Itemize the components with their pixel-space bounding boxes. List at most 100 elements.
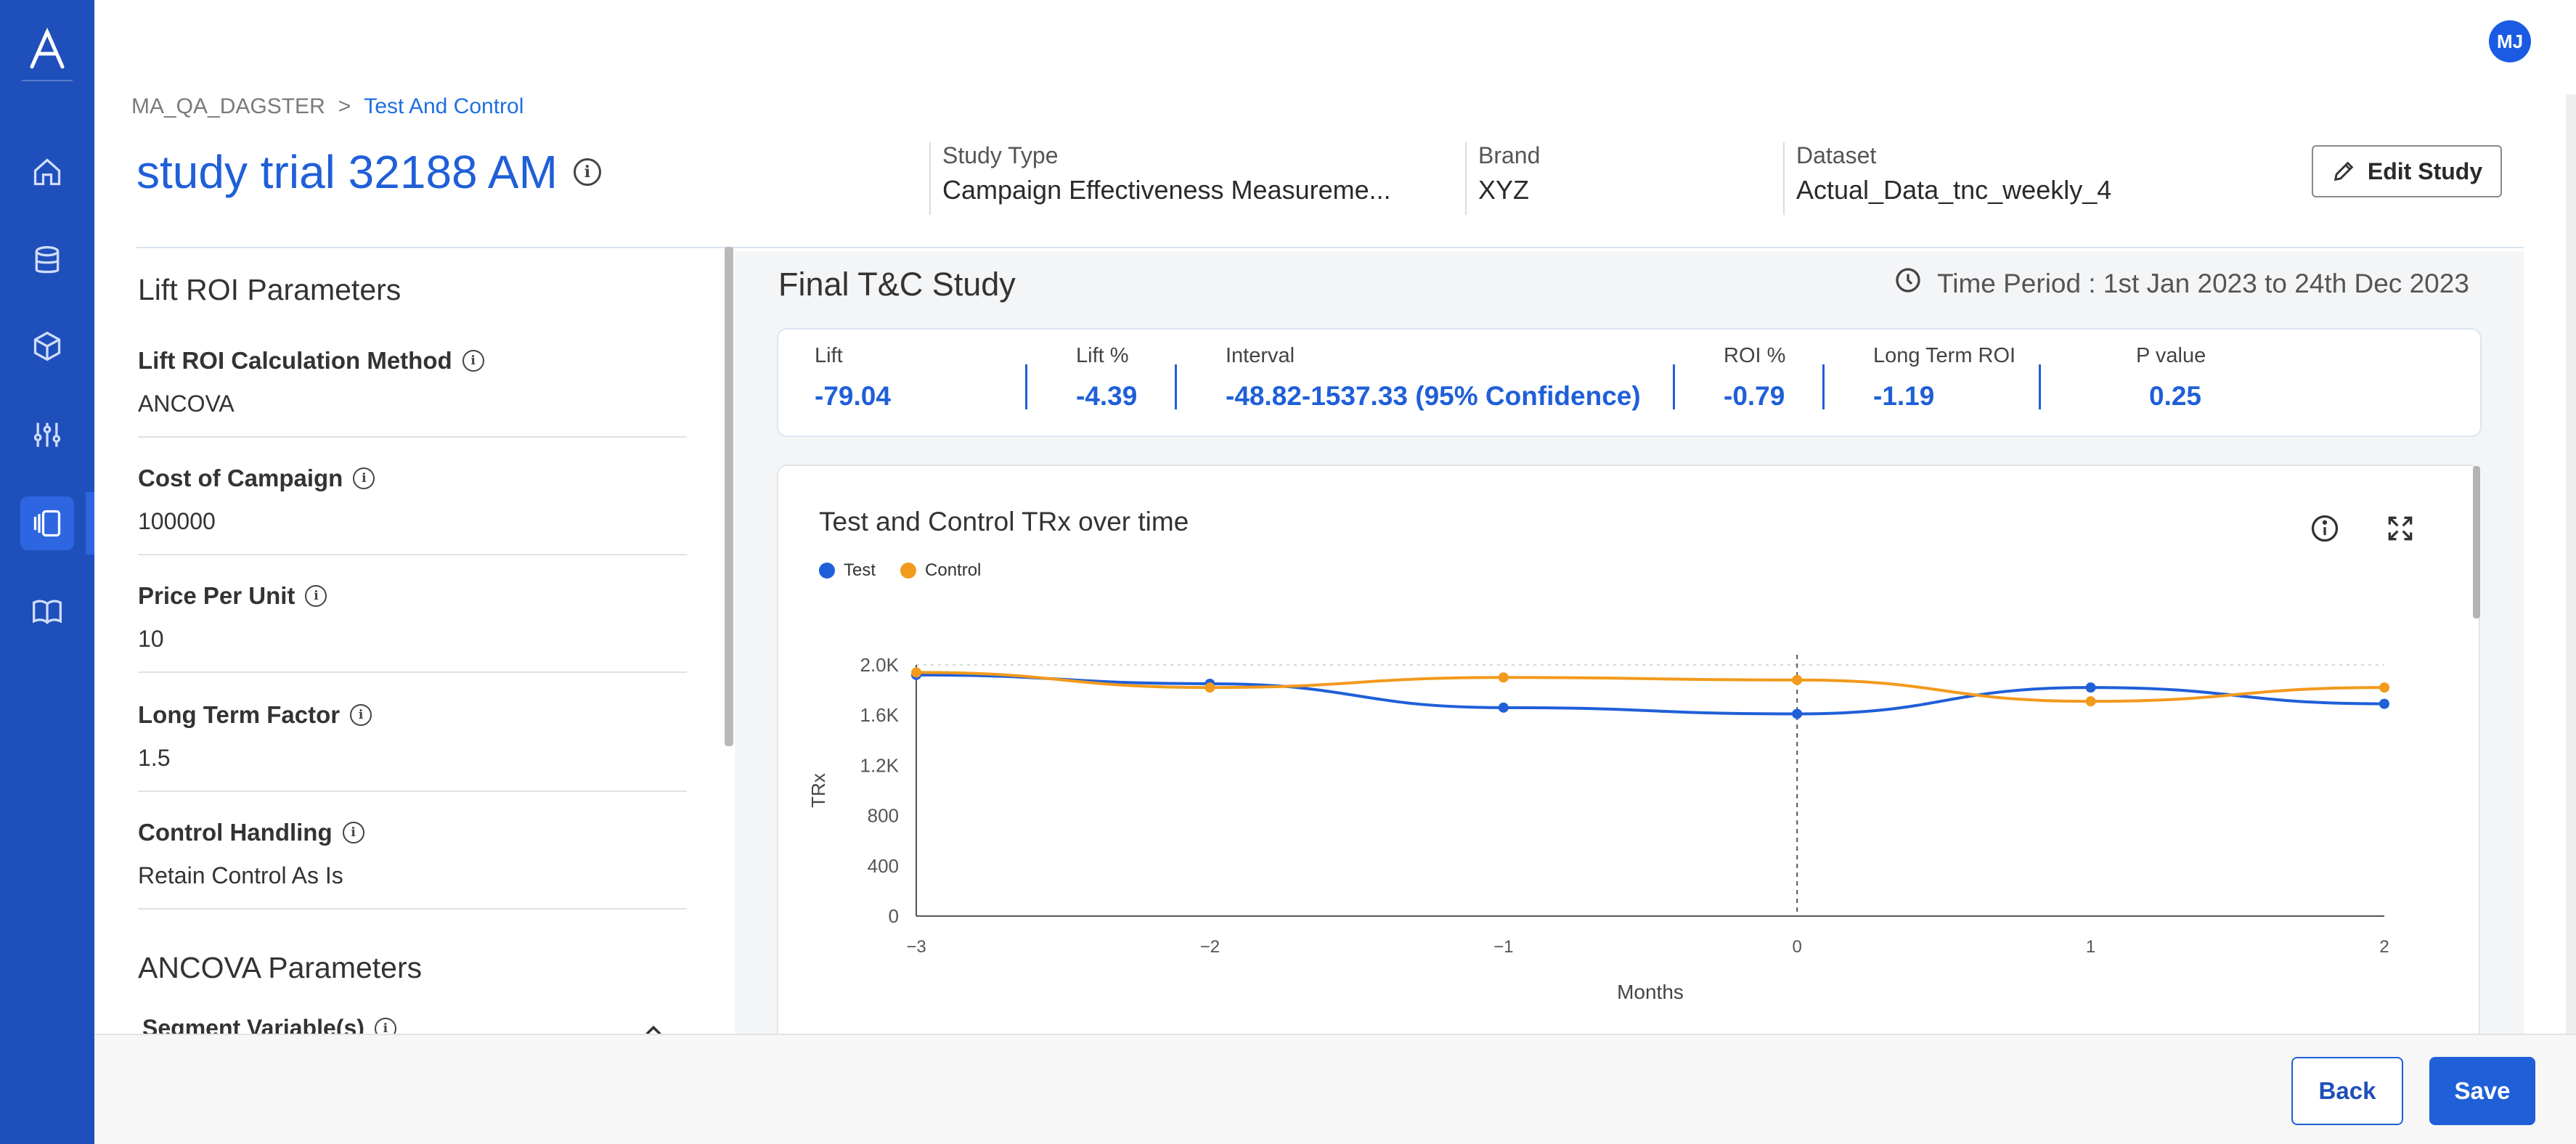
ancova-heading: ANCOVA Parameters [138, 951, 423, 984]
metric-interval: Interval -48.82-1537.33 (95% Confidence) [1226, 344, 1641, 412]
chart-scrollbar[interactable] [2473, 466, 2480, 618]
chart-info-button[interactable] [2309, 512, 2341, 548]
line-chart: 0 400 800 1.2K 1.6K 2.0K −3 −2 −1 0 1 2 TRx Months [807, 654, 2389, 1003]
final-study-panel: Final T&C Study Time Period : 1st Jan 20… [735, 251, 2524, 1035]
nav-home[interactable] [20, 145, 74, 199]
series-line-control [916, 671, 2385, 703]
nav-studies[interactable] [20, 497, 74, 550]
dataset-label: Dataset [1796, 142, 1877, 168]
avatar-initials: MJ [2496, 30, 2524, 52]
dataset-value: Actual_Data_tnc_weekly_4 [1796, 175, 2112, 205]
study-type-value: Campaign Effectiveness Measureme... [942, 175, 1391, 205]
study-type-block: Study Type Campaign Effectiveness Measur… [929, 142, 1452, 215]
save-label: Save [2454, 1077, 2511, 1104]
home-icon [33, 158, 61, 186]
info-icon[interactable]: i [462, 350, 484, 372]
metric-long-term-roi: Long Term ROI -1.19 [1873, 344, 2015, 412]
footer-bar [94, 1034, 2576, 1144]
header-divider [136, 247, 2524, 248]
data-point-test [1498, 702, 1509, 713]
x-tick-label: 2 [2379, 937, 2389, 957]
info-icon[interactable]: i [353, 467, 375, 489]
study-type-label: Study Type [942, 142, 1059, 168]
y-tick-label: 2.0K [860, 654, 900, 676]
chevron-up-icon[interactable] [643, 1024, 664, 1034]
brand-value: XYZ [1478, 175, 1530, 205]
breadcrumb-root[interactable]: MA_QA_DAGSTER [131, 94, 325, 118]
data-point-control [1205, 682, 1215, 693]
back-label: Back [2318, 1077, 2376, 1104]
metric-value: 0.25 [2149, 381, 2202, 411]
param-label: Price Per Unit [138, 582, 295, 609]
param-value: ANCOVA [138, 391, 235, 417]
metric-value: -48.82-1537.33 (95% Confidence) [1226, 381, 1641, 411]
metric-label: Long Term ROI [1873, 344, 2016, 367]
segment-label: Segment Variable(s) [142, 1015, 364, 1034]
metrics-bar: Lift -79.04 Lift % -4.39 Interval -48.82… [777, 328, 2482, 437]
chart-expand-button[interactable] [2384, 512, 2416, 548]
logo-divider [22, 80, 73, 81]
metric-value: -1.19 [1873, 381, 1935, 411]
page-title: study trial 32188 AM i [136, 145, 601, 199]
chart-legend: Test Control [819, 560, 981, 581]
back-button[interactable]: Back [2291, 1057, 2403, 1125]
metric-label: P value [2136, 344, 2206, 367]
brand-label: Brand [1478, 142, 1541, 168]
metric-divider [1025, 364, 1027, 409]
nav-active-indicator [86, 492, 94, 555]
left-panel-scrollbar[interactable] [725, 247, 733, 746]
metric-lift-pct: Lift % -4.39 [1076, 344, 1137, 412]
app-logo [30, 28, 65, 69]
metric-value: -79.04 [815, 381, 891, 411]
edit-study-label: Edit Study [2367, 158, 2483, 184]
nav-settings[interactable] [20, 408, 74, 462]
save-button[interactable]: Save [2429, 1057, 2535, 1125]
page-scroll-track [2566, 94, 2576, 1034]
info-icon[interactable]: i [573, 158, 601, 186]
legend-label: Control [925, 560, 982, 580]
nav-database[interactable] [20, 234, 74, 287]
metric-label: Lift % [1076, 344, 1129, 367]
data-point-control [2085, 696, 2096, 707]
param-label: Long Term Factor [138, 701, 341, 728]
breadcrumb-current[interactable]: Test And Control [364, 94, 524, 118]
y-tick-label: 0 [889, 905, 899, 927]
metric-label: Interval [1226, 344, 1295, 367]
param-label: Lift ROI Calculation Method [138, 347, 452, 374]
legend-item-control[interactable]: Control [900, 560, 981, 581]
y-tick-label: 800 [868, 805, 899, 827]
metric-divider [1673, 364, 1675, 409]
edit-study-button[interactable]: Edit Study [2312, 145, 2502, 197]
nav-models[interactable] [20, 319, 74, 373]
param-value: 10 [138, 626, 164, 652]
data-point-control [911, 667, 921, 678]
data-point-control [1792, 674, 1803, 685]
info-icon[interactable]: i [350, 704, 372, 726]
legend-label: Test [844, 560, 876, 580]
info-icon[interactable]: i [374, 1017, 396, 1034]
info-icon[interactable]: i [305, 585, 327, 607]
param-value: 100000 [138, 508, 216, 534]
param-value: Retain Control As Is [138, 862, 343, 888]
metric-divider [1822, 364, 1825, 409]
nav-docs[interactable] [20, 585, 74, 639]
user-avatar[interactable]: MJ [2489, 20, 2531, 62]
studies-icon [33, 510, 61, 537]
metric-label: ROI % [1724, 344, 1786, 367]
lift-roi-heading: Lift ROI Parameters [138, 273, 402, 306]
x-tick-label: −3 [906, 937, 926, 957]
brand-block: Brand XYZ [1465, 142, 1770, 215]
x-tick-label: 0 [1793, 937, 1802, 957]
y-tick-label: 400 [868, 855, 899, 877]
pencil-icon [2334, 161, 2354, 181]
param-label: Control Handling [138, 819, 333, 846]
metric-value: -4.39 [1076, 381, 1138, 411]
param-control-handling: Control Handling i Retain Control As Is [138, 819, 687, 910]
x-axis-label: Months [1617, 981, 1684, 1003]
legend-item-test[interactable]: Test [819, 560, 876, 581]
info-circle-icon [2311, 515, 2339, 542]
info-icon[interactable]: i [342, 822, 364, 843]
segment-variables[interactable]: Segment Variable(s) i [142, 1015, 396, 1034]
param-long-term: Long Term Factor i 1.5 [138, 701, 687, 792]
param-label: Cost of Campaign [138, 465, 343, 491]
